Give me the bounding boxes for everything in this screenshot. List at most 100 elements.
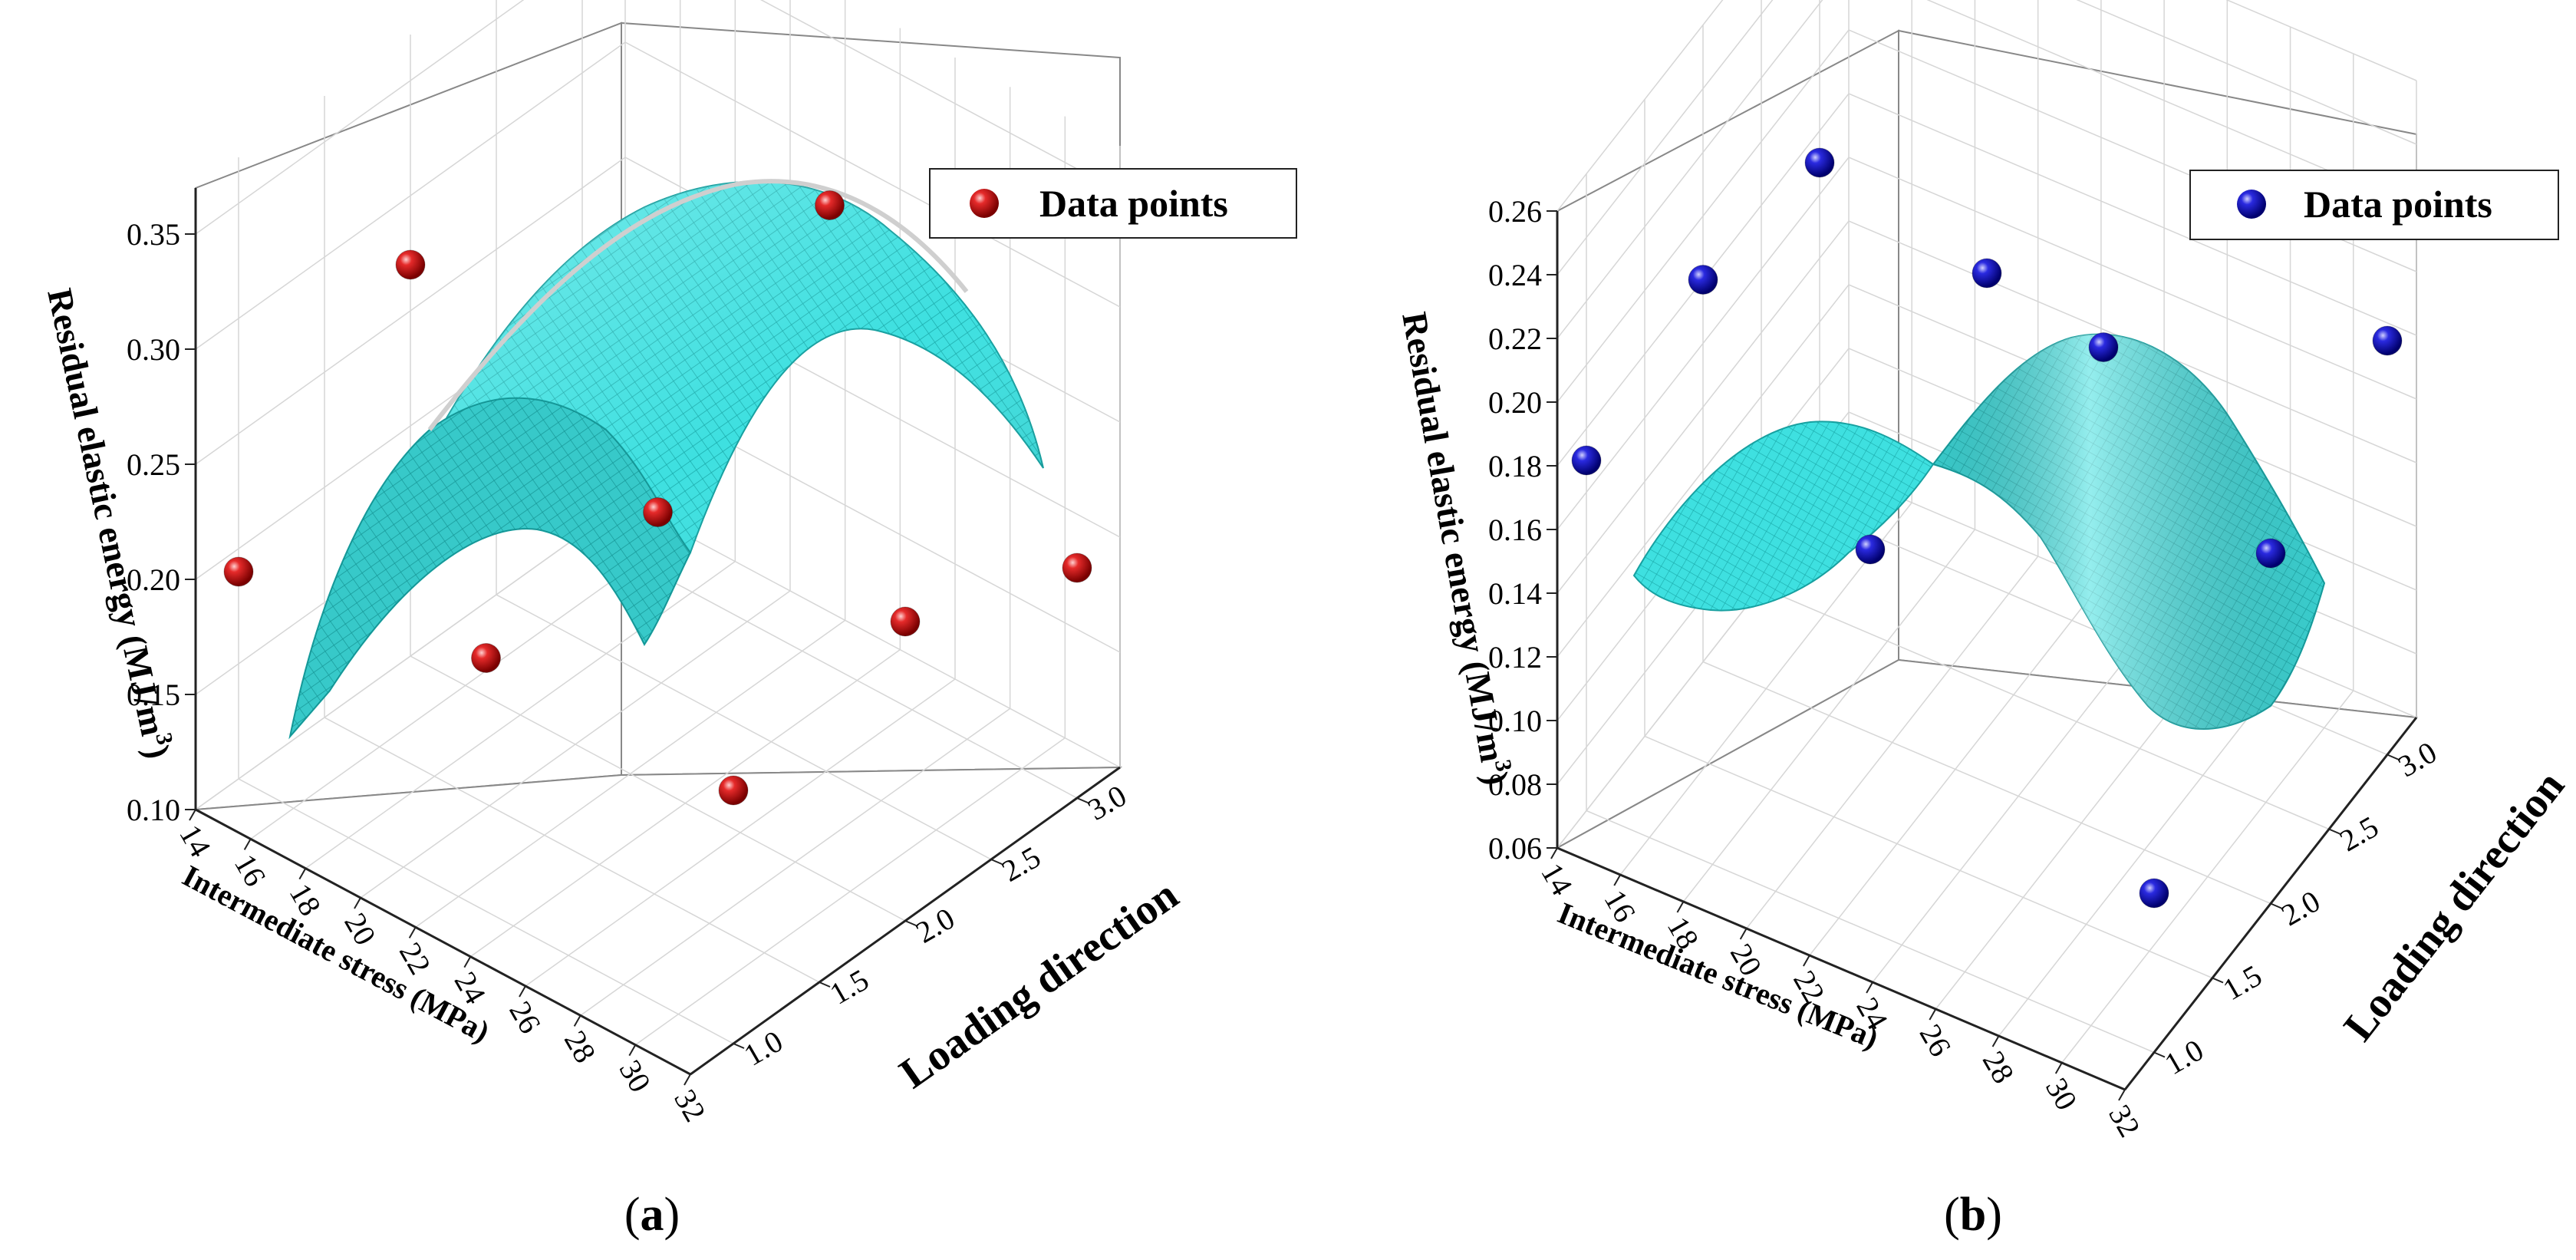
panel-b-data-point (1855, 534, 1886, 565)
panel-b-surface-left (1632, 421, 1935, 612)
panel-b-y-gridline (1702, 25, 2271, 905)
panel-a-x-gridline (525, 58, 956, 987)
panel-a-data-point (890, 606, 921, 637)
panel-b-x-tick-mark (2054, 1062, 2063, 1074)
panel-a-x-axis (195, 808, 691, 1076)
panel-b-y-tick-mark (2387, 754, 2399, 760)
panel-b-legend-label: Data points (2304, 183, 2492, 226)
panel-a-z-tick-label: 0.10 (127, 793, 180, 827)
panel-b-z-tick-label: 0.06 (1488, 831, 1542, 866)
panel-a-y-gridline (324, 96, 820, 983)
panel-a-z-tick-label: 0.35 (127, 217, 180, 252)
panel-b-z-tick-label: 0.08 (1488, 767, 1542, 802)
panel-b-y-label: Loading direction (2334, 762, 2574, 1050)
panel-b-x-tick-label: 32 (2102, 1099, 2147, 1143)
panel-b-x-tick-mark (1550, 847, 1558, 859)
panel-a-y-gridline (496, 0, 992, 860)
panel-b-z-tick-label: 0.22 (1488, 322, 1542, 356)
panel-a-legend-label: Data points (1039, 182, 1228, 225)
panel-b-x-gridline (2061, 54, 2354, 1064)
panel-a-y-tick-mark (904, 920, 917, 926)
panel-b-y-tick-label: 2.5 (2334, 809, 2384, 858)
panel-b-x-tick-mark (1866, 981, 1873, 994)
panel-b-x-tick-mark (1929, 1008, 1937, 1021)
panel-a-x-gridline (634, 116, 1066, 1046)
panel-a-points (223, 190, 1092, 806)
panel-a: 0.100.150.200.250.300.351416182022242628… (40, 0, 1297, 1241)
panel-b-x-tick-mark (2118, 1089, 2126, 1101)
panel-a-legend: Data points (929, 168, 1297, 239)
panel-b-y-tick-mark (2328, 828, 2340, 835)
panel-b-z-tick-label: 0.10 (1488, 704, 1542, 738)
panel-a-x-gridline (360, 0, 791, 899)
panel-a-z-tick-label: 0.20 (127, 562, 180, 597)
panel-a-data-point (471, 643, 501, 673)
panel-b-surface-right-shade (1933, 334, 2324, 730)
panel-a-x-tick-mark (684, 1074, 691, 1086)
panel-a-legend-marker (970, 189, 999, 218)
panel-a-x-tick-mark (243, 838, 252, 850)
panel-b-y-tick-mark (2212, 977, 2224, 984)
panel-b-x-tick-mark (1676, 901, 1685, 913)
panel-b-data-point (2088, 332, 2119, 362)
panel-a-x-gridline (469, 28, 901, 958)
panel-b-data-point (2372, 325, 2403, 356)
panel-b-y-tick-label: 2.0 (2275, 883, 2326, 932)
panel-b-y-tick-label: 3.0 (2392, 734, 2443, 783)
panel-b-z-tick-label: 0.24 (1488, 258, 1542, 292)
panel-a-x-tick-label: 28 (558, 1024, 603, 1068)
panel-b-data-point (2139, 878, 2169, 909)
panel-b-z-tick-label: 0.14 (1488, 576, 1542, 611)
panel-a-x-tick-mark (463, 956, 472, 968)
panel-b-y-tick-mark (2153, 1051, 2166, 1058)
panel-a-y-tick-mark (990, 859, 1003, 865)
panel-b-y-tick-mark (2270, 902, 2282, 909)
panel-a-x-tick-mark (189, 809, 196, 821)
panel-a-x-tick-mark (573, 1014, 581, 1027)
panel-a-x-gridline (305, 0, 736, 869)
panel-b-x-tick-mark (1803, 955, 1810, 967)
panel-a-caption: (a) (624, 1189, 680, 1241)
panel-b-z-tick-label: 0.26 (1488, 194, 1542, 229)
panel-b-x-tick-label: 30 (2039, 1072, 2084, 1116)
panel-b-x-tick-mark (1613, 874, 1622, 886)
panel-b-data-point (1972, 258, 2002, 289)
panel-b-legend-marker (2237, 190, 2266, 219)
panel-b-z-tick-label: 0.12 (1488, 640, 1542, 675)
panel-b-x-gridline (1619, 0, 1912, 876)
panel-a-z-tick-label: 0.25 (127, 447, 180, 482)
panel-b-legend: Data points (2189, 170, 2559, 240)
panel-a-x-tick-label: 32 (667, 1084, 713, 1127)
panel-a-surface-front-shade (290, 397, 690, 737)
panel-a-y-gridline (238, 157, 734, 1044)
panel-a-z-tick-label: 0.15 (127, 678, 180, 712)
panel-b-z-tick-label: 0.16 (1488, 513, 1542, 547)
panel-b-z-tick-label: 0.20 (1488, 385, 1542, 420)
panel-b-z-label: Residual elastic energy (MJ/m3) (1395, 308, 1519, 787)
panel-a-data-point (815, 190, 845, 220)
panel-a-surface-front (288, 397, 692, 740)
panel-b-z-tick-label: 0.18 (1488, 449, 1542, 483)
panel-b-data-point (1804, 147, 1835, 178)
panel-a-data-point (1062, 552, 1092, 583)
panel-a-x-tick-label: 26 (502, 995, 548, 1039)
panel-b-x-gridline (1682, 0, 1976, 902)
panel-b: 0.06 0.08 0.10 0.12 0.14 0.16 0.18 0.20 0.22 0.24… (1395, 0, 2574, 1241)
panel-b-y-gridline (1586, 173, 2155, 1054)
panel-a-z-tick-label: 0.30 (127, 332, 180, 367)
panel-a-x-tick-label: 30 (613, 1054, 658, 1098)
panel-a-data-point (223, 556, 254, 587)
panel-b-x-tick-mark (1739, 928, 1748, 940)
panel-a-x-tick-mark (408, 926, 417, 938)
panel-b-y-tick-label: 1.0 (2159, 1032, 2209, 1081)
panel-b-x-gridline (1746, 0, 2039, 929)
panel-b-data-point (2255, 538, 2286, 569)
panel-b-x-tick-mark (1991, 1035, 2000, 1047)
panel-a-data-point (643, 497, 673, 527)
panel-b-y-gridline (1644, 99, 2213, 979)
panel-a-y-tick-mark (819, 981, 831, 988)
panel-a-x-tick-mark (298, 868, 307, 880)
panel-b-points (1571, 147, 2403, 909)
panel-b-y-tick-label: 1.5 (2217, 958, 2268, 1007)
